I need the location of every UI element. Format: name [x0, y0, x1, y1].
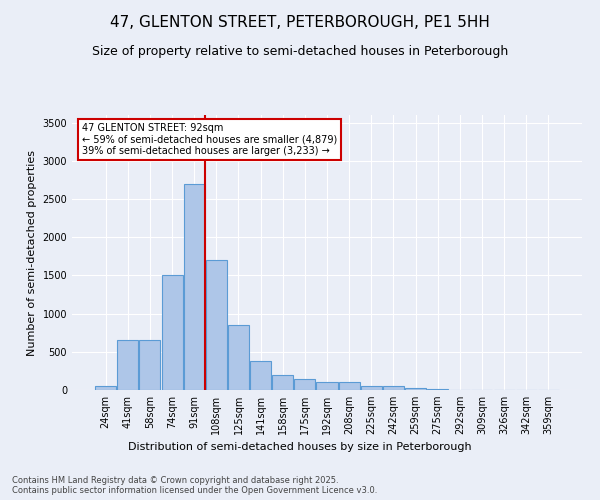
Text: Size of property relative to semi-detached houses in Peterborough: Size of property relative to semi-detach… [92, 45, 508, 58]
Text: Distribution of semi-detached houses by size in Peterborough: Distribution of semi-detached houses by … [128, 442, 472, 452]
Bar [250, 361, 271, 390]
Bar [405, 388, 426, 390]
Bar [161, 276, 182, 390]
Bar [118, 340, 139, 390]
Bar [95, 386, 116, 390]
Bar [295, 378, 316, 390]
Text: 47 GLENTON STREET: 92sqm
← 59% of semi-detached houses are smaller (4,879)
39% o: 47 GLENTON STREET: 92sqm ← 59% of semi-d… [82, 123, 337, 156]
Bar [361, 386, 382, 390]
Bar [184, 184, 205, 390]
Bar [316, 382, 338, 390]
Bar [383, 386, 404, 390]
Bar [272, 374, 293, 390]
Y-axis label: Number of semi-detached properties: Number of semi-detached properties [27, 150, 37, 356]
Bar [338, 382, 359, 390]
Text: Contains HM Land Registry data © Crown copyright and database right 2025.
Contai: Contains HM Land Registry data © Crown c… [12, 476, 377, 495]
Text: 47, GLENTON STREET, PETERBOROUGH, PE1 5HH: 47, GLENTON STREET, PETERBOROUGH, PE1 5H… [110, 15, 490, 30]
Bar [206, 260, 227, 390]
Bar [228, 325, 249, 390]
Bar [427, 389, 448, 390]
Bar [139, 340, 160, 390]
